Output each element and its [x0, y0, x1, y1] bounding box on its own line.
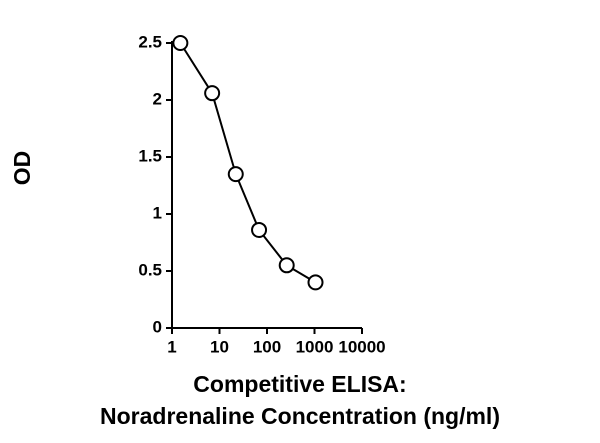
x-tick-label: 10 — [210, 337, 229, 356]
x-axis-label: Noradrenaline Concentration (ng/ml) — [100, 403, 500, 429]
x-axis-label: Competitive ELISA: — [193, 371, 406, 397]
x-tick-label: 1 — [167, 337, 176, 356]
y-tick-label: 0 — [153, 317, 162, 336]
x-tick-label: 10000 — [338, 337, 385, 356]
y-tick-label: 1.5 — [138, 146, 162, 165]
y-tick-label: 2 — [153, 89, 162, 108]
series-line — [179, 42, 317, 284]
data-point — [307, 274, 324, 291]
y-axis-label: OD — [9, 151, 35, 186]
y-tick-label: 2.5 — [138, 32, 162, 51]
x-tick-label: 100 — [253, 337, 281, 356]
data-point — [227, 166, 244, 183]
data-point — [204, 85, 221, 102]
data-point — [251, 221, 268, 238]
x-tick-label: 1000 — [296, 337, 334, 356]
data-point — [172, 35, 189, 51]
y-tick-label: 1 — [153, 203, 162, 222]
y-tick-label: 0.5 — [138, 260, 162, 279]
data-point — [278, 257, 295, 274]
